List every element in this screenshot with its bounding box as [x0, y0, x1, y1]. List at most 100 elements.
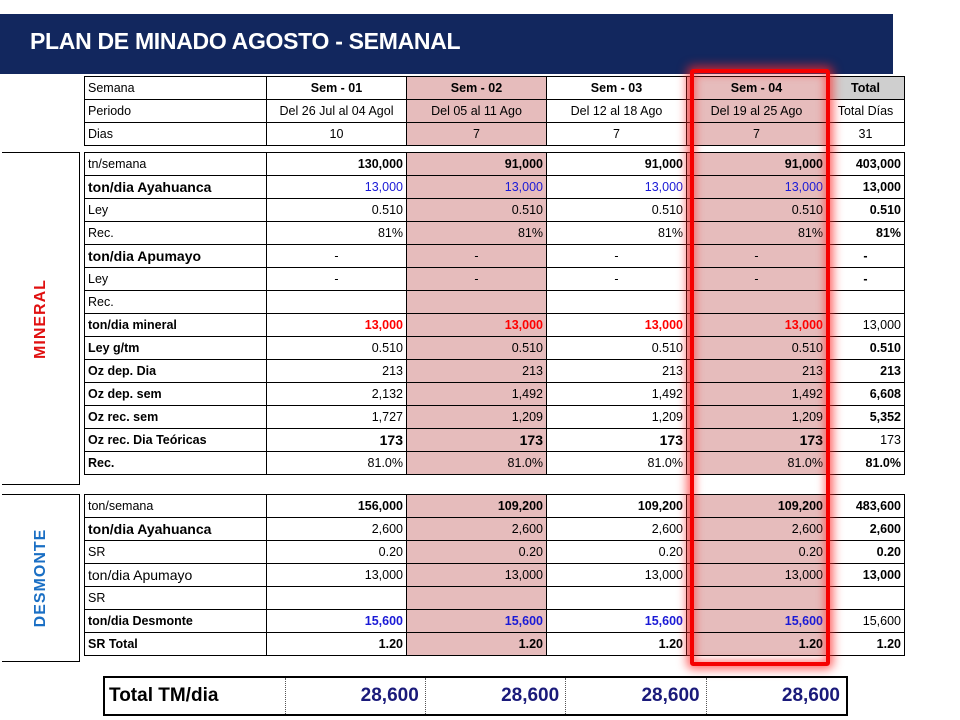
total-cell: 173: [826, 428, 905, 452]
week-1-cell: 173: [266, 428, 407, 452]
total-cell: [826, 290, 905, 314]
row-label: Rec.: [84, 221, 267, 245]
week-1-cell: 13,000: [266, 563, 407, 587]
week-4-cell: 81%: [686, 221, 827, 245]
week-1-cell: 0.510: [266, 198, 407, 222]
week-4-cell: -: [686, 244, 827, 268]
row-label: Oz rec. sem: [84, 405, 267, 429]
week-1-cell: 2,132: [266, 382, 407, 406]
week-2-cell: 213: [406, 359, 547, 383]
total-cell: 403,000: [826, 152, 905, 176]
week-1-cell: 1,727: [266, 405, 407, 429]
desmonte-row: ton/dia Desmonte 15,600 15,600 15,600 15,600…: [84, 609, 905, 633]
total-tm-value: 28,600: [705, 678, 846, 714]
week-1-cell: -: [266, 267, 407, 291]
week-1-cell: 10: [266, 122, 407, 146]
week-4-cell: 13,000: [686, 313, 827, 337]
row-label: tn/semana: [84, 152, 267, 176]
row-label: Dias: [84, 122, 267, 146]
row-label: ton/dia Ayahuanca: [84, 175, 267, 199]
total-cell: 5,352: [826, 405, 905, 429]
week-2-cell: 7: [406, 122, 547, 146]
week-2-cell: 2,600: [406, 517, 547, 541]
header-row: Periodo Del 26 Jul al 04 Agol Del 05 al 11…: [84, 99, 905, 123]
week-1-cell: [266, 290, 407, 314]
week-1-cell: 2,600: [266, 517, 407, 541]
week-1-cell: 13,000: [266, 175, 407, 199]
mineral-row: Rec.: [84, 290, 905, 314]
total-cell: 483,600: [826, 494, 905, 518]
week-4-cell: Sem - 04: [686, 76, 827, 100]
row-label: Oz dep. sem: [84, 382, 267, 406]
row-label: ton/semana: [84, 494, 267, 518]
mineral-row: Rec. 81.0% 81.0% 81.0% 81.0% 81.0%: [84, 451, 905, 475]
week-3-cell: Del 12 al 18 Ago: [546, 99, 687, 123]
mineral-side-label: MINERAL: [31, 278, 49, 359]
week-3-cell: 0.20: [546, 540, 687, 564]
total-tm-value: 28,600: [424, 678, 565, 714]
week-2-cell: 81.0%: [406, 451, 547, 475]
mineral-row: Oz dep. sem 2,132 1,492 1,492 1,492 6,608: [84, 382, 905, 406]
week-1-cell: 15,600: [266, 609, 407, 633]
title-banner: PLAN DE MINADO AGOSTO - SEMANAL: [0, 14, 893, 74]
mineral-section-frame: MINERAL: [2, 152, 80, 485]
week-3-cell: 13,000: [546, 175, 687, 199]
mineral-row: Rec. 81% 81% 81% 81% 81%: [84, 221, 905, 245]
mineral-row: tn/semana 130,000 91,000 91,000 91,000 403,00…: [84, 152, 905, 176]
week-3-cell: 173: [546, 428, 687, 452]
week-2-cell: 173: [406, 428, 547, 452]
week-4-cell: 1.20: [686, 632, 827, 656]
row-label: ton/dia mineral: [84, 313, 267, 337]
week-4-cell: 2,600: [686, 517, 827, 541]
desmonte-side-label: DESMONTE: [31, 528, 49, 628]
week-3-cell: 81%: [546, 221, 687, 245]
total-cell: Total Días: [826, 99, 905, 123]
week-2-cell: 13,000: [406, 175, 547, 199]
week-3-cell: 2,600: [546, 517, 687, 541]
week-3-cell: 1,492: [546, 382, 687, 406]
week-2-cell: [406, 290, 547, 314]
week-1-cell: 81%: [266, 221, 407, 245]
mineral-row: Oz rec. Dia Teóricas 173 173 173 173 173: [84, 428, 905, 452]
week-4-cell: 213: [686, 359, 827, 383]
week-1-cell: [266, 586, 407, 610]
week-1-cell: 1.20: [266, 632, 407, 656]
total-tm-value: 28,600: [565, 678, 705, 714]
total-tm-label: Total TM/dia: [109, 685, 219, 706]
total-cell: 2,600: [826, 517, 905, 541]
total-cell: 15,600: [826, 609, 905, 633]
row-label: ton/dia Apumayo: [84, 563, 267, 587]
week-2-cell: [406, 586, 547, 610]
desmonte-table: ton/semana 156,000 109,200 109,200 109,200 48…: [84, 494, 905, 656]
week-2-cell: 0.510: [406, 198, 547, 222]
week-3-cell: 81.0%: [546, 451, 687, 475]
week-4-cell: 81.0%: [686, 451, 827, 475]
week-3-cell: 13,000: [546, 313, 687, 337]
mineral-row: Oz dep. Dia 213 213 213 213 213: [84, 359, 905, 383]
total-cell: 13,000: [826, 175, 905, 199]
week-1-cell: 0.20: [266, 540, 407, 564]
row-label: SR: [84, 540, 267, 564]
total-cell: 1.20: [826, 632, 905, 656]
week-3-cell: 1.20: [546, 632, 687, 656]
week-4-cell: 7: [686, 122, 827, 146]
desmonte-row: ton/dia Apumayo 13,000 13,000 13,000 13,000 1…: [84, 563, 905, 587]
header-table: Semana Sem - 01 Sem - 02 Sem - 03 Sem - 04 To…: [84, 76, 905, 146]
week-3-cell: 213: [546, 359, 687, 383]
week-2-cell: 91,000: [406, 152, 547, 176]
total-cell: 81%: [826, 221, 905, 245]
week-4-cell: 173: [686, 428, 827, 452]
week-3-cell: 15,600: [546, 609, 687, 633]
week-1-cell: 213: [266, 359, 407, 383]
week-4-cell: [686, 586, 827, 610]
week4-highlight-frame: [690, 69, 830, 666]
total-cell: 13,000: [826, 313, 905, 337]
desmonte-row: SR Total 1.20 1.20 1.20 1.20 1.20: [84, 632, 905, 656]
week-4-cell: 0.510: [686, 198, 827, 222]
desmonte-row: SR: [84, 586, 905, 610]
desmonte-section-frame: DESMONTE: [2, 494, 80, 662]
mineral-table: tn/semana 130,000 91,000 91,000 91,000 403,00…: [84, 152, 905, 475]
week-4-cell: -: [686, 267, 827, 291]
row-label: Rec.: [84, 290, 267, 314]
week-2-cell: 13,000: [406, 563, 547, 587]
